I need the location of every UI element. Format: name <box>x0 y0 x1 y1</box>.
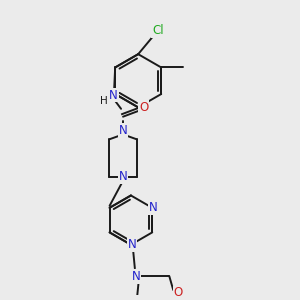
Text: Cl: Cl <box>152 24 164 37</box>
Text: H: H <box>100 96 108 106</box>
Text: N: N <box>131 270 140 283</box>
Text: N: N <box>119 124 128 137</box>
Text: O: O <box>174 286 183 299</box>
Text: O: O <box>139 101 148 114</box>
Text: N: N <box>119 170 128 183</box>
Text: N: N <box>128 238 136 251</box>
Text: N: N <box>149 201 158 214</box>
Text: N: N <box>109 88 118 101</box>
